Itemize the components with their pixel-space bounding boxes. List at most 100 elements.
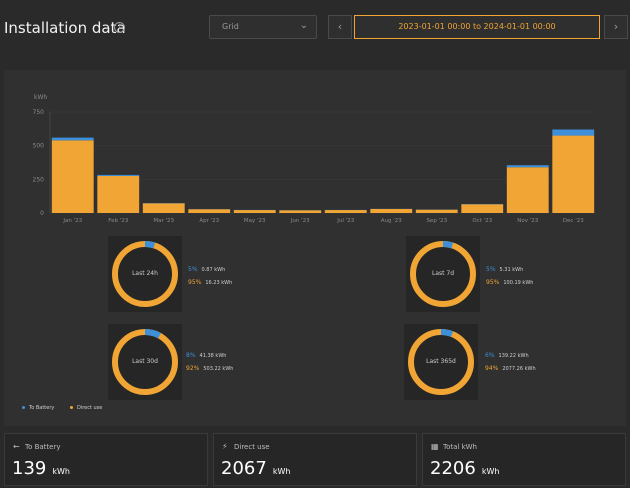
donut-label: Last 7d <box>431 270 455 277</box>
bar-direct-use[interactable] <box>51 140 94 213</box>
donut-chart-365d <box>408 329 474 395</box>
stat-card-to-battery: ← To Battery 139 kWh <box>4 433 208 486</box>
arrow-left-icon: ← <box>13 442 20 451</box>
donut-label: Last 24h <box>132 270 158 277</box>
stat-value-line: 2206 kWh <box>430 458 499 479</box>
y-axis-label: kWh <box>34 94 48 101</box>
bar-to-battery[interactable] <box>51 137 94 141</box>
donut-chart-30d <box>112 329 178 395</box>
donut-slice-battery[interactable] <box>408 329 474 395</box>
stat-value: 2067 <box>221 458 267 479</box>
donut-chart-24h <box>112 241 178 307</box>
info-icon[interactable]: i <box>114 22 125 33</box>
legend-label: To Battery <box>29 405 55 411</box>
legend-item-battery[interactable]: To Battery <box>22 405 54 411</box>
battery-value: 5.31 kWh <box>499 267 524 273</box>
donut-direct-line: 94% 2077.26 kWh <box>485 365 536 372</box>
bar-to-battery[interactable] <box>552 129 595 136</box>
donut-battery-line: 6% 139.22 kWh <box>485 352 529 359</box>
donut-card-365d: Last 365d <box>404 324 478 400</box>
bar-direct-use[interactable] <box>142 203 185 213</box>
stat-label: Direct use <box>234 443 270 451</box>
x-tick-label: Feb '23 <box>108 218 128 224</box>
battery-value: 0.87 kWh <box>201 267 226 273</box>
stat-unit: kWh <box>52 467 70 476</box>
monthly-bar-chart: 0 250 500 750 Jan '23 Feb '23 Mar '23 Apr '23 Ma… <box>33 109 596 224</box>
previous-period-button[interactable]: ‹ <box>328 15 352 39</box>
page-header: Installation data i Grid ⌄ ‹ 2023-01-01 … <box>0 0 630 56</box>
donut-direct-line: 95% 16.23 kWh <box>188 279 232 286</box>
battery-value: 41.38 kWh <box>199 353 227 359</box>
bar-direct-use[interactable] <box>279 210 322 213</box>
battery-pct: 5% <box>188 266 198 273</box>
battery-pct: 6% <box>485 352 495 359</box>
bar-to-battery[interactable] <box>506 165 549 168</box>
direct-value: 503.22 kWh <box>203 366 234 372</box>
bar-direct-use[interactable] <box>415 209 458 213</box>
x-tick-label: Apr '23 <box>199 218 219 224</box>
x-tick-label: Nov '23 <box>517 218 538 224</box>
stat-label: To Battery <box>25 443 61 451</box>
x-tick-label: Aug '23 <box>381 218 402 224</box>
donut-slice-battery[interactable] <box>112 241 178 307</box>
direct-pct: 92% <box>186 365 200 372</box>
bar-to-battery[interactable] <box>97 174 140 176</box>
direct-pct: 95% <box>188 279 202 286</box>
donut-battery-line: 5% 5.31 kWh <box>486 266 523 273</box>
battery-pct: 5% <box>486 266 496 273</box>
stat-label: Total kWh <box>443 443 477 451</box>
battery-dot-icon <box>22 406 25 409</box>
donut-slice-battery[interactable] <box>410 241 476 307</box>
chevron-down-icon: ⌄ <box>299 20 308 31</box>
donut-chart-7d <box>410 241 476 307</box>
direct-dot-icon <box>69 406 73 409</box>
x-tick-label: Sep '23 <box>426 218 447 224</box>
direct-value: 2077.26 kWh <box>502 366 536 372</box>
y-tick-label: 250 <box>33 176 45 183</box>
bar-direct-use[interactable] <box>97 175 140 213</box>
direct-value: 100.19 kWh <box>503 280 534 286</box>
chevron-left-icon: ‹ <box>337 20 343 33</box>
donut-card-24h: Last 24h <box>108 236 182 312</box>
source-select[interactable]: Grid ⌄ <box>209 15 317 39</box>
next-period-button[interactable]: › <box>604 15 628 39</box>
stat-value: 139 <box>12 458 47 479</box>
x-tick-label: Jan '23 <box>62 218 82 224</box>
legend-item-direct[interactable]: Direct use <box>69 405 103 411</box>
x-tick-label: May '23 <box>244 218 266 224</box>
x-tick-label: Oct '23 <box>472 218 492 224</box>
stat-value: 2206 <box>430 458 476 479</box>
bar-direct-use[interactable] <box>188 209 231 213</box>
y-tick-label: 500 <box>33 143 45 150</box>
chart-panel: kWh 0 250 500 750 Jan '23 Feb '23 Mar '23 Apr '… <box>4 70 626 426</box>
y-tick-label: 0 <box>40 210 44 217</box>
bar-direct-use[interactable] <box>506 167 549 213</box>
x-tick-label: Jun '23 <box>290 218 310 224</box>
x-tick-label: Jul '23 <box>336 218 354 224</box>
donut-direct-line: 92% 503.22 kWh <box>186 365 233 372</box>
battery-value: 139.22 kWh <box>498 353 529 359</box>
donut-label: Last 30d <box>132 358 158 365</box>
donut-card-7d: Last 7d <box>406 236 480 312</box>
direct-pct: 94% <box>485 365 499 372</box>
donut-slice-battery[interactable] <box>112 329 178 395</box>
x-tick-label: Mar '23 <box>153 218 174 224</box>
chevron-right-icon: › <box>613 20 619 33</box>
donut-direct-line: 95% 100.19 kWh <box>486 279 533 286</box>
direct-pct: 95% <box>486 279 500 286</box>
source-select-value: Grid <box>222 22 239 31</box>
donut-label: Last 365d <box>426 358 456 365</box>
chart-legend: To Battery Direct use <box>22 405 102 411</box>
bar-direct-use[interactable] <box>324 210 367 213</box>
stat-card-total: ▦ Total kWh 2206 kWh <box>422 433 626 486</box>
direct-value: 16.23 kWh <box>205 280 233 286</box>
bar-direct-use[interactable] <box>233 210 276 213</box>
stat-unit: kWh <box>481 467 500 476</box>
bar-direct-use[interactable] <box>552 135 595 213</box>
legend-label: Direct use <box>76 405 103 411</box>
bar-direct-use[interactable] <box>461 204 504 213</box>
date-range-picker[interactable]: 2023-01-01 00:00 to 2024-01-01 00:00 <box>354 15 600 39</box>
bar-direct-use[interactable] <box>370 208 413 213</box>
donut-battery-line: 5% 0.87 kWh <box>188 266 225 273</box>
y-tick-label: 750 <box>33 109 45 116</box>
